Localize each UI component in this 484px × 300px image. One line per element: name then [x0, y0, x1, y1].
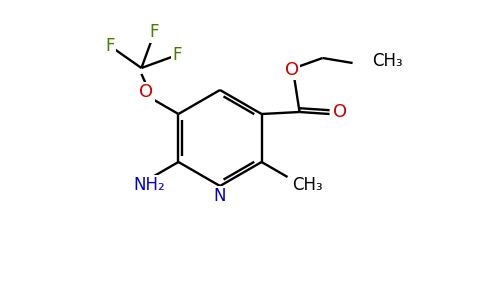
- Text: O: O: [139, 83, 153, 101]
- Text: F: F: [150, 23, 159, 41]
- Text: N: N: [214, 187, 226, 205]
- Text: F: F: [172, 46, 182, 64]
- Text: CH₃: CH₃: [292, 176, 323, 194]
- Text: F: F: [106, 37, 115, 55]
- Text: O: O: [333, 103, 347, 121]
- Text: O: O: [285, 61, 299, 79]
- Text: CH₃: CH₃: [373, 52, 403, 70]
- Text: NH₂: NH₂: [134, 176, 166, 194]
